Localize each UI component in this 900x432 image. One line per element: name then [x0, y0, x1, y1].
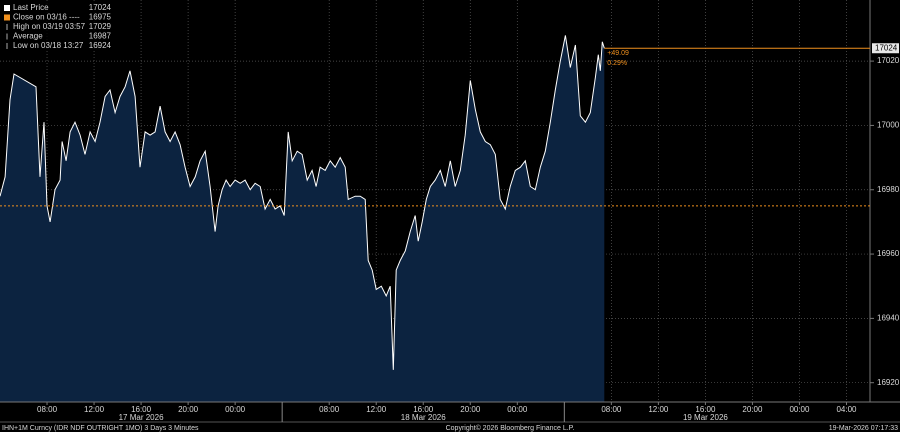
legend-value: 16924: [89, 41, 112, 50]
legend-label: Average: [13, 32, 43, 41]
y-tick-label: 16960: [877, 249, 900, 258]
x-tick-label: 00:00: [507, 405, 528, 414]
legend-marker: [4, 5, 10, 11]
x-tick-label: 16:00: [131, 405, 152, 414]
x-tick-label: 12:00: [366, 405, 387, 414]
legend-label: Low on 03/18 13:27: [13, 41, 84, 50]
y-tick-label: 16940: [877, 313, 900, 322]
x-tick-label: 08:00: [601, 405, 622, 414]
y-tick-label: 17000: [877, 121, 900, 130]
legend-label: Close on 03/16 ----: [13, 13, 80, 22]
y-tick-label: 16920: [877, 378, 900, 387]
line: [0, 35, 605, 370]
x-tick-label: 08:00: [319, 405, 340, 414]
legend-label: High on 03/19 03:57: [13, 22, 86, 31]
x-tick-label: 20:00: [460, 405, 481, 414]
change-label: +49.09: [607, 50, 629, 57]
last-price-box: [872, 43, 899, 54]
legend-label: Last Price: [13, 3, 49, 12]
x-tick-label: 00:00: [225, 405, 246, 414]
x-tick-label: 20:00: [178, 405, 199, 414]
legend-value: 17029: [89, 22, 112, 31]
footer-right: 19-Mar-2026 07:17:33: [829, 425, 898, 432]
x-tick-label: 12:00: [648, 405, 669, 414]
footer-center: Copyright© 2026 Bloomberg Finance L.P.: [446, 424, 575, 432]
day-label: 19 Mar 2026: [683, 413, 728, 422]
day-label: 17 Mar 2026: [119, 413, 164, 422]
x-tick-label: 04:00: [836, 405, 857, 414]
x-tick-label: 08:00: [37, 405, 58, 414]
y-tick-label: 17020: [877, 56, 900, 65]
area: [0, 35, 605, 403]
legend-value: 16975: [89, 13, 112, 22]
x-tick-label: 00:00: [789, 405, 810, 414]
x-tick-label: 20:00: [742, 405, 763, 414]
legend-marker: [4, 14, 10, 21]
y-tick-label: 16980: [877, 185, 900, 194]
footer-left: IHN+1M Curncy (IDR NDF OUTRIGHT 1MO) 3 D…: [2, 425, 199, 432]
legend-value: 16987: [89, 32, 112, 41]
legend-box: [1, 2, 113, 51]
last-price-label: 17024: [875, 43, 898, 52]
legend-value: 17024: [89, 3, 112, 12]
x-tick-label: 16:00: [695, 405, 716, 414]
x-tick-label: 12:00: [84, 405, 105, 414]
x-tick-label: 16:00: [413, 405, 434, 414]
change-pct-label: 0.29%: [607, 60, 627, 67]
day-label: 18 Mar 2026: [401, 413, 446, 422]
plot-area: [0, 0, 870, 403]
